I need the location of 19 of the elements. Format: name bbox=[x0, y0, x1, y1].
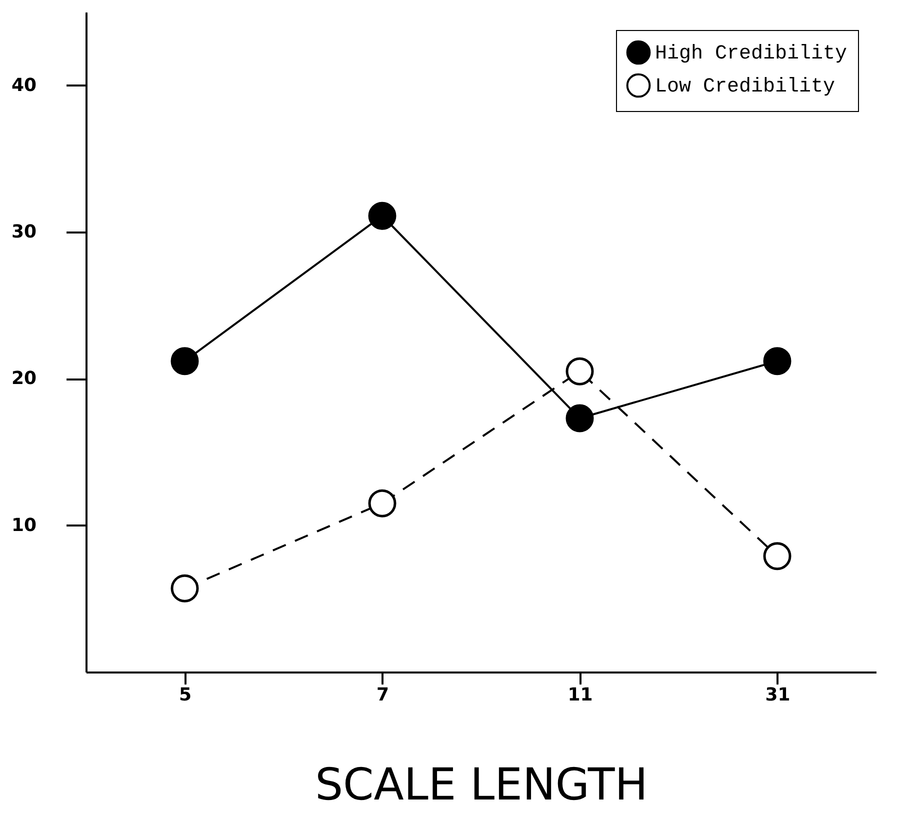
x-tick-label: 7 bbox=[376, 684, 390, 706]
y-tick-label: 30 bbox=[11, 222, 36, 242]
point bbox=[566, 404, 594, 432]
point bbox=[566, 357, 594, 386]
point bbox=[763, 347, 792, 376]
y-tick-label: 20 bbox=[11, 368, 36, 390]
x-tick-label: 11 bbox=[568, 684, 593, 706]
point bbox=[368, 489, 396, 518]
point bbox=[170, 574, 199, 602]
x-tick-label: 31 bbox=[765, 684, 790, 706]
legend-label: Low Credibility bbox=[655, 76, 836, 98]
point bbox=[368, 202, 396, 230]
x-tick-label: 5 bbox=[178, 684, 192, 706]
x-axis-title: SCALE LENGTH bbox=[315, 760, 648, 810]
y-tick-label: 40 bbox=[11, 74, 36, 96]
point bbox=[170, 347, 199, 376]
legend-label: High Credibility bbox=[655, 42, 848, 66]
point bbox=[763, 542, 792, 570]
y-tick-label: 10 bbox=[11, 514, 36, 536]
